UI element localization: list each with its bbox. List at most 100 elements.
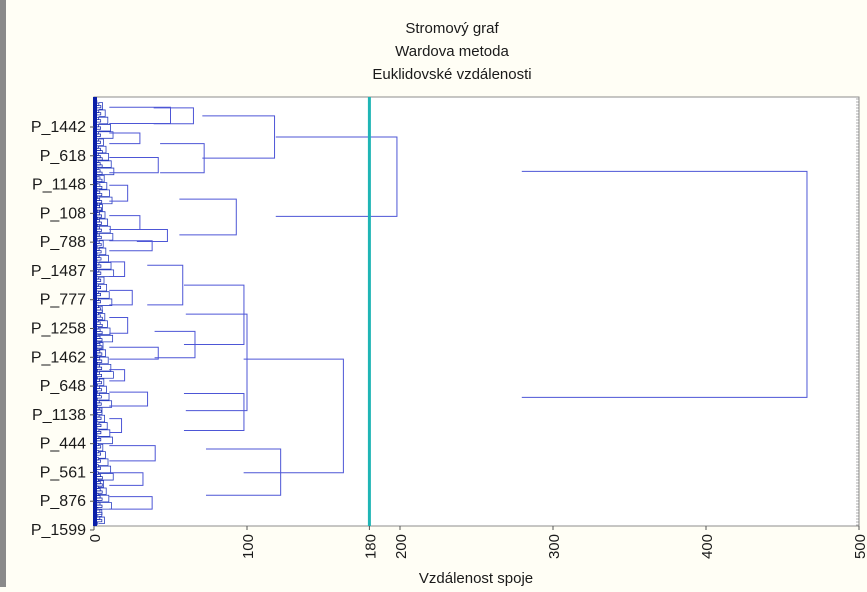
small-merge-link	[98, 509, 103, 517]
small-merge-link	[98, 342, 104, 350]
merge-link	[243, 358, 344, 474]
leaf-merge-link	[94, 431, 102, 435]
leaf-merge-link	[94, 466, 101, 470]
small-merge-link	[98, 407, 103, 416]
leaf-label: P_1487	[31, 263, 86, 280]
x-tick-label: 100	[240, 534, 257, 559]
leaf-label: P_108	[40, 205, 86, 222]
merge-link	[109, 316, 129, 334]
leaf-label: P_444	[40, 436, 86, 453]
leaf-merge-link	[94, 250, 102, 254]
small-merge-link	[98, 284, 108, 292]
small-merge-link	[98, 160, 112, 168]
merge-link	[109, 391, 149, 407]
small-merge-link	[98, 494, 110, 503]
chart-title-line-3: Euklidovské vzdálenosti	[372, 66, 531, 83]
leaf-merge-link	[94, 388, 102, 392]
leaf-merge-link	[94, 445, 102, 449]
small-merge-link	[98, 138, 104, 147]
merge-link	[109, 157, 159, 174]
small-merge-link	[98, 182, 108, 190]
small-merge-link	[98, 451, 106, 459]
small-merge-link	[98, 305, 103, 314]
leaf-merge-link	[94, 264, 102, 268]
small-merge-link	[98, 320, 108, 328]
small-merge-link	[98, 371, 114, 379]
small-merge-link	[98, 363, 112, 372]
small-merge-link	[98, 211, 106, 219]
small-merge-link	[98, 204, 103, 212]
small-merge-link	[98, 313, 106, 321]
leaf-label: P_561	[40, 464, 86, 481]
leaf-label: P_618	[40, 148, 86, 165]
plot-area	[93, 96, 860, 527]
merge-link	[183, 392, 245, 431]
x-tick-label: 180	[362, 534, 379, 559]
small-merge-link	[98, 254, 109, 263]
leaf-label: P_1138	[32, 407, 86, 424]
small-merge-link	[98, 240, 104, 248]
leaf-label: P_1258	[31, 321, 86, 338]
merge-link	[275, 136, 398, 217]
axes	[93, 96, 860, 527]
small-merge-link	[98, 400, 113, 408]
merge-link	[153, 107, 194, 125]
merge-link	[109, 369, 126, 382]
merge-link	[183, 284, 245, 346]
small-merge-link	[98, 218, 109, 226]
leaf-merge-link	[94, 271, 102, 275]
leaf-merge-link	[94, 221, 102, 225]
merge-link	[109, 106, 171, 124]
leaf-label: P_1442	[31, 119, 86, 136]
small-merge-link	[98, 233, 114, 241]
small-merge-link	[98, 458, 109, 466]
merge-link	[109, 215, 141, 231]
small-merge-link	[98, 116, 109, 125]
merge-link	[109, 418, 123, 433]
leaf-merge-link	[94, 423, 102, 427]
leaf-merge-link	[94, 235, 102, 240]
leaf-labels: P_1442 P_618 P_1148 P_108 P_788 P_1487 P_777 P_…	[31, 119, 94, 539]
leaf-merge-link	[94, 133, 101, 137]
leaf-merge-link	[94, 459, 101, 463]
small-merge-link	[98, 349, 107, 357]
merge-link	[185, 313, 248, 412]
leaf-merge-link	[94, 112, 102, 116]
merge-link	[109, 289, 133, 306]
small-merge-link	[98, 473, 114, 481]
x-tick-label: 300	[546, 534, 563, 559]
small-merge-link	[98, 145, 107, 154]
merge-link	[109, 240, 153, 252]
leaf-merge-link	[94, 278, 102, 282]
leaf-merge-link	[94, 257, 102, 261]
merge-link	[147, 264, 184, 306]
small-merge-link	[98, 131, 114, 139]
chart-title-line-1: Stromový graf	[405, 20, 499, 37]
merge-link	[109, 261, 126, 277]
leaf-label: P_648	[40, 378, 86, 395]
small-merge-link	[98, 109, 106, 117]
small-merge-link	[98, 291, 110, 299]
leaf-merge-link	[94, 452, 101, 456]
merge-link	[109, 496, 153, 510]
merge-link	[521, 170, 808, 398]
left-window-edge	[0, 0, 6, 587]
small-merge-link	[98, 167, 115, 176]
leaf-merge-link	[94, 243, 102, 247]
small-merge-link	[98, 516, 105, 525]
small-merge-link	[98, 196, 113, 205]
leaf-merge-link	[94, 300, 101, 304]
leaf-label: P_876	[40, 493, 86, 510]
leaf-label: P_788	[40, 234, 86, 251]
leaf-stub-band	[93, 97, 97, 526]
small-merge-link	[98, 378, 105, 386]
small-merge-link	[98, 327, 111, 336]
x-tick-label: 200	[393, 534, 410, 559]
merge-link	[109, 445, 156, 462]
leaf-merge-link	[94, 409, 102, 413]
small-merge-link	[98, 102, 103, 110]
leaf-label: P_1599	[31, 522, 86, 539]
x-tick-label: 500	[852, 534, 867, 559]
small-merge-link	[98, 465, 112, 474]
